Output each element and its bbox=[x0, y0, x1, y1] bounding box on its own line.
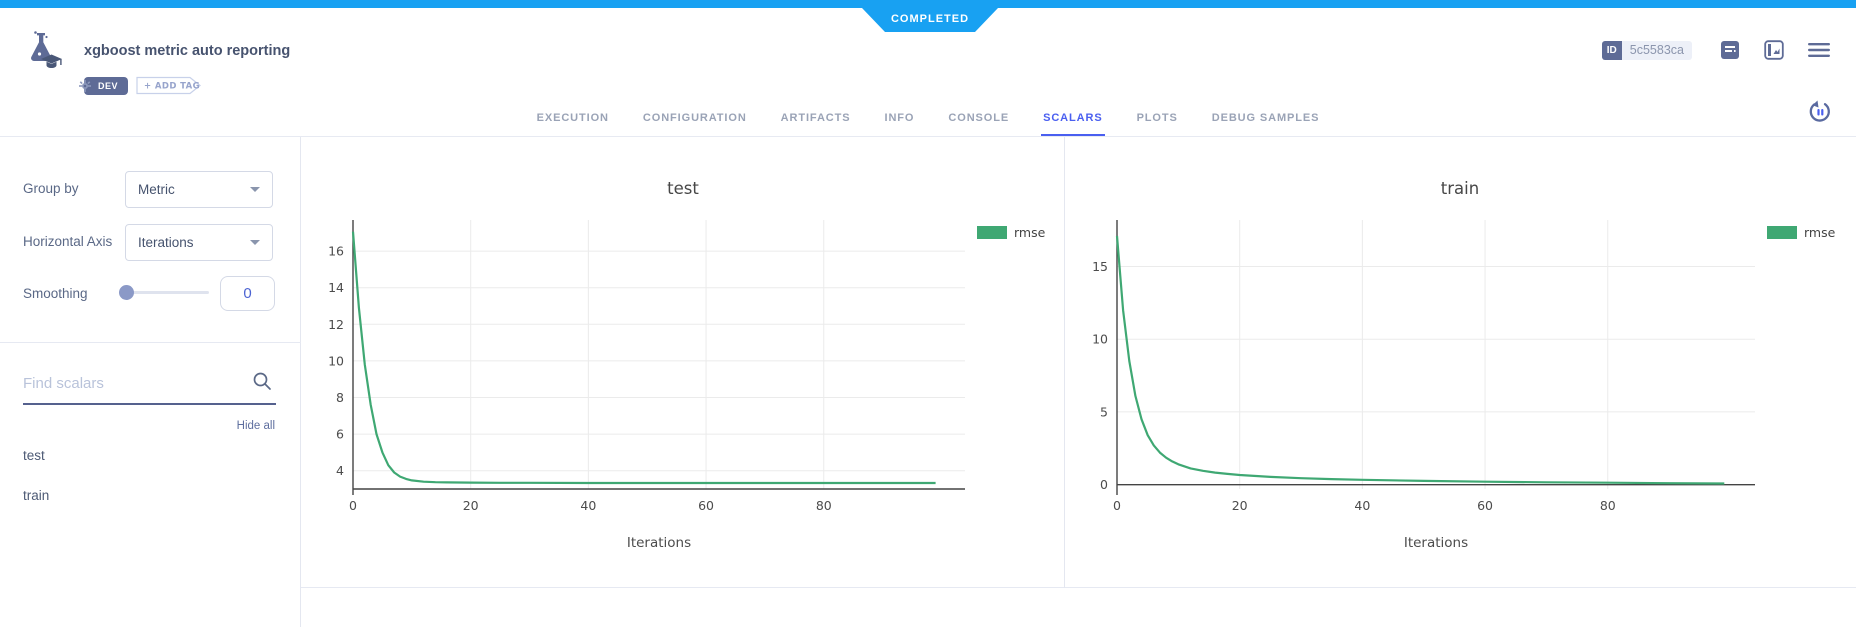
menu-button[interactable] bbox=[1808, 42, 1830, 58]
panel-chart-icon bbox=[1764, 40, 1784, 60]
tab-console[interactable]: CONSOLE bbox=[948, 112, 1010, 124]
y-tick-label: 0 bbox=[1100, 477, 1108, 492]
details-icon bbox=[1721, 41, 1739, 59]
y-tick-label: 4 bbox=[336, 463, 344, 478]
y-tick-label: 6 bbox=[336, 427, 344, 442]
svg-text:+ ADD TAG: + ADD TAG bbox=[144, 82, 200, 92]
header-actions: ID 5c5583ca bbox=[1601, 40, 1830, 60]
series-line-rmse bbox=[351, 231, 936, 485]
smoothing-label: Smoothing bbox=[23, 286, 88, 301]
scalars-sidebar: Group by Metric Horizontal Axis Iteratio… bbox=[0, 137, 301, 627]
smoothing-value-input[interactable]: 0 bbox=[220, 276, 275, 311]
tab-execution[interactable]: EXECUTION bbox=[536, 112, 609, 124]
tab-bar: EXECUTION CONFIGURATION ARTIFACTS INFO C… bbox=[0, 104, 1856, 137]
tab-info[interactable]: INFO bbox=[884, 112, 915, 124]
legend-swatch[interactable] bbox=[1767, 226, 1797, 239]
y-tick-label: 10 bbox=[328, 353, 344, 368]
group-by-label: Group by bbox=[23, 181, 79, 196]
y-tick-label: 12 bbox=[328, 317, 344, 332]
chart-title: test bbox=[667, 179, 699, 198]
chart-card-train: train 0 5 10 15 0 20 40 60 80 Iterations rmse bbox=[1065, 137, 1856, 588]
experiment-title: xgboost metric auto reporting bbox=[84, 43, 291, 59]
status-badge: COMPLETED bbox=[862, 8, 998, 32]
tab-artifacts[interactable]: ARTIFACTS bbox=[780, 112, 851, 124]
x-tick-label: 80 bbox=[816, 498, 832, 513]
y-tick-label: 5 bbox=[1100, 404, 1108, 419]
auto-refresh-button[interactable] bbox=[1806, 98, 1834, 126]
hamburger-icon bbox=[1808, 43, 1830, 57]
experiment-id[interactable]: ID 5c5583ca bbox=[1601, 40, 1692, 60]
x-tick-label: 40 bbox=[580, 498, 596, 513]
tab-plots[interactable]: PLOTS bbox=[1136, 112, 1178, 124]
details-view-button[interactable] bbox=[1720, 40, 1740, 60]
tab-scalars[interactable]: SCALARS bbox=[1041, 104, 1105, 136]
chevron-down-icon bbox=[250, 187, 260, 192]
chevron-down-icon bbox=[250, 240, 260, 245]
x-tick-label: 20 bbox=[463, 498, 479, 513]
legend-label[interactable]: rmse bbox=[1804, 225, 1836, 240]
x-axis-title: Iterations bbox=[1404, 535, 1468, 551]
search-underline bbox=[23, 403, 276, 405]
y-tick-label: 15 bbox=[1092, 259, 1108, 274]
horizontal-axis-value: Iterations bbox=[138, 235, 194, 250]
id-value: 5c5583ca bbox=[1621, 40, 1692, 60]
scalar-item-train[interactable]: train bbox=[23, 488, 50, 503]
hide-all-link[interactable]: Hide all bbox=[236, 420, 275, 432]
add-tag-button[interactable]: + ADD TAG bbox=[136, 76, 202, 95]
x-tick-label: 60 bbox=[698, 498, 714, 513]
tab-configuration[interactable]: CONFIGURATION bbox=[642, 112, 747, 124]
y-tick-label: 8 bbox=[336, 390, 344, 405]
scalar-item-test[interactable]: test bbox=[23, 448, 45, 463]
charts-panel: test 4 6 8 10 12 14 16 0 20 40 60 80 Iterations rmse t… bbox=[301, 137, 1856, 588]
x-tick-label: 0 bbox=[1113, 498, 1121, 513]
gear-icon bbox=[79, 79, 91, 92]
split-view-button[interactable] bbox=[1764, 40, 1784, 60]
train-chart-canvas[interactable]: train 0 5 10 15 0 20 40 60 80 Iterations rmse bbox=[1065, 137, 1855, 588]
sidebar-divider bbox=[0, 342, 301, 343]
experiment-flask-icon bbox=[31, 31, 62, 68]
tag-dev[interactable]: DEV bbox=[79, 76, 129, 95]
chart-card-test: test 4 6 8 10 12 14 16 0 20 40 60 80 Iterations rmse bbox=[301, 137, 1065, 588]
find-scalars-input[interactable]: Find scalars bbox=[23, 375, 104, 392]
horizontal-axis-select[interactable]: Iterations bbox=[125, 224, 273, 261]
x-axis-title: Iterations bbox=[627, 535, 691, 551]
tab-debug-samples[interactable]: DEBUG SAMPLES bbox=[1211, 112, 1320, 124]
legend-label[interactable]: rmse bbox=[1014, 225, 1046, 240]
chart-title: train bbox=[1441, 179, 1479, 198]
y-tick-label: 14 bbox=[328, 280, 344, 295]
series-line-rmse bbox=[1115, 235, 1725, 485]
tag-dev-label: DEV bbox=[98, 80, 119, 91]
x-tick-label: 40 bbox=[1354, 498, 1370, 513]
legend-swatch[interactable] bbox=[977, 226, 1007, 239]
id-badge: ID bbox=[1601, 40, 1622, 60]
test-chart-canvas[interactable]: test 4 6 8 10 12 14 16 0 20 40 60 80 Iterations rmse bbox=[301, 137, 1065, 588]
x-tick-label: 0 bbox=[349, 498, 357, 513]
refresh-pause-icon bbox=[1809, 100, 1830, 122]
smoothing-slider-track[interactable] bbox=[127, 291, 209, 294]
x-tick-label: 80 bbox=[1600, 498, 1616, 513]
horizontal-axis-label: Horizontal Axis bbox=[23, 234, 113, 249]
group-by-select[interactable]: Metric bbox=[125, 171, 273, 208]
group-by-value: Metric bbox=[138, 182, 175, 197]
y-tick-label: 16 bbox=[328, 244, 344, 259]
x-tick-label: 60 bbox=[1477, 498, 1493, 513]
smoothing-slider-knob[interactable] bbox=[119, 285, 134, 300]
search-icon bbox=[253, 372, 271, 390]
x-tick-label: 20 bbox=[1232, 498, 1248, 513]
tags-row: DEV + ADD TAG bbox=[79, 76, 202, 95]
top-status-bar bbox=[0, 0, 1856, 8]
y-tick-label: 10 bbox=[1092, 332, 1108, 347]
